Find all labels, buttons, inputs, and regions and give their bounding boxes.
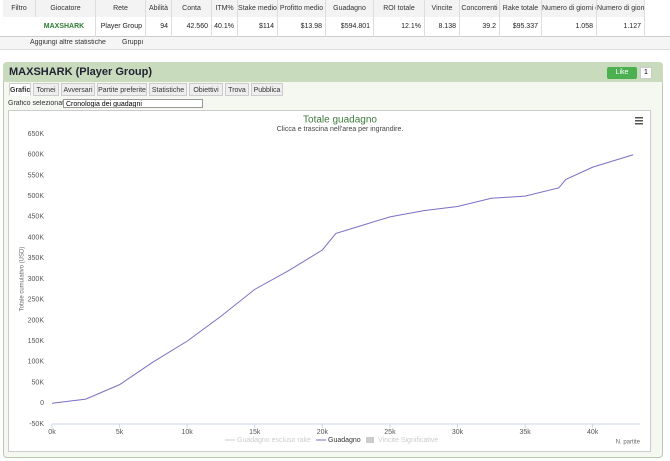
x-tick-label: 25k (384, 429, 396, 436)
chart-title: Totale guadagno (303, 115, 377, 126)
x-tick-label: 5k (116, 429, 124, 436)
table-cell: $95.337 (500, 17, 542, 37)
chart-subtitle: Clicca e trascina nell'area per ingrandi… (277, 126, 404, 133)
table-cell: Player Group (96, 17, 146, 37)
x-tick-label: 10k (182, 429, 194, 436)
select-label: Grafico selezionato (8, 100, 68, 107)
toolbar: Aggiungi altre statistiche Gruppi (0, 37, 670, 50)
y-tick-label: -50K (29, 421, 44, 428)
table-cell: $13.98 (278, 17, 326, 37)
tab[interactable]: Pubblica (251, 83, 283, 96)
y-tick-label: 500K (28, 193, 45, 200)
y-tick-label: 250K (28, 297, 45, 304)
chart-select[interactable]: Cronologia dei guadagni (63, 99, 203, 108)
y-tick-label: 650K (28, 131, 45, 138)
tab[interactable]: Partite preferite (97, 83, 147, 96)
legend-symbol (366, 437, 374, 443)
y-tick-label: 550K (28, 172, 45, 179)
groups[interactable]: Gruppi (122, 39, 144, 46)
table-header[interactable]: Numero di giorni c (542, 0, 597, 17)
y-axis-label: Totale cumulativo (USD) (20, 247, 26, 312)
chart-frame (8, 110, 651, 452)
y-tick-label: 450K (28, 214, 45, 221)
table-cell: 8.138 (425, 17, 460, 37)
x-tick-label: 15k (249, 429, 261, 436)
tab[interactable]: Grafici (9, 83, 31, 96)
table-cell: 12.1% (374, 17, 425, 37)
y-tick-label: 50K (32, 379, 45, 386)
table-header[interactable]: Stake medio (238, 0, 278, 17)
add-stats[interactable]: Aggiungi altre statistiche (30, 39, 106, 46)
x-tick-label: 0k (48, 429, 56, 436)
table-header[interactable]: Numero di giorni (597, 0, 645, 17)
tab[interactable]: Tornei (33, 83, 59, 96)
table-header[interactable]: ITM% (212, 0, 238, 17)
table-header[interactable]: Rete (96, 0, 146, 17)
table (0, 0, 670, 37)
table-header[interactable]: Filtro (3, 0, 36, 17)
y-tick-label: 600K (28, 152, 45, 159)
table-cell: $594.801 (326, 17, 374, 37)
y-tick-label: 200K (28, 317, 45, 324)
legend-label[interactable]: Guadagno (328, 437, 361, 444)
menu-icon[interactable] (635, 117, 643, 125)
tab[interactable]: Statistiche (149, 83, 187, 96)
y-tick-label: 300K (28, 276, 45, 283)
table-header[interactable]: Concorrenti (460, 0, 500, 17)
table-header[interactable]: Giocatore (36, 0, 96, 17)
table-header[interactable]: ROI totale (374, 0, 425, 17)
table-cell: 42.560 (172, 17, 212, 37)
like-button[interactable]: Like (607, 67, 637, 79)
table-header[interactable]: Abilità (146, 0, 172, 17)
line (51, 154, 634, 404)
table-header[interactable]: Guadagno (326, 0, 374, 17)
table-cell: 40.1% (212, 17, 238, 37)
legend-label[interactable]: Guadagno escluso rake (237, 437, 311, 444)
table-cell: $114 (238, 17, 278, 37)
x-tick-label: 20k (317, 429, 329, 436)
y-tick-label: 0 (40, 400, 44, 407)
table-header[interactable]: Profitto medio (278, 0, 326, 17)
like-count: 1 (640, 67, 652, 79)
x-tick-label: 40k (587, 429, 599, 436)
table-header[interactable]: Conta (172, 0, 212, 17)
table-header[interactable]: Vincite (425, 0, 460, 17)
legend-label[interactable]: Vincite Significative (378, 437, 438, 444)
y-tick-label: 350K (28, 255, 45, 262)
table-header[interactable]: Rake totale (500, 0, 542, 17)
tab[interactable]: Avversari (61, 83, 95, 96)
x-axis-label: N. partite (616, 440, 641, 446)
table-cell: 1.058 (542, 17, 597, 37)
panel-title: MAXSHARK (Player Group) (9, 66, 153, 78)
panel-header: MAXSHARK (Player Group) Like 1 (3, 62, 663, 82)
table-cell: MAXSHARK (36, 17, 96, 37)
x-tick-label: 35k (519, 429, 531, 436)
x-tick-label: 30k (452, 429, 464, 436)
table-cell: 94 (146, 17, 172, 37)
y-tick-label: 400K (28, 234, 45, 241)
y-tick-label: 100K (28, 359, 45, 366)
y-tick-label: 150K (28, 338, 45, 345)
tab[interactable]: Obiettivi (189, 83, 223, 96)
table-cell: 39.2 (460, 17, 500, 37)
tab[interactable]: Trova (225, 83, 249, 96)
table-cell: 1.127 (597, 17, 645, 37)
